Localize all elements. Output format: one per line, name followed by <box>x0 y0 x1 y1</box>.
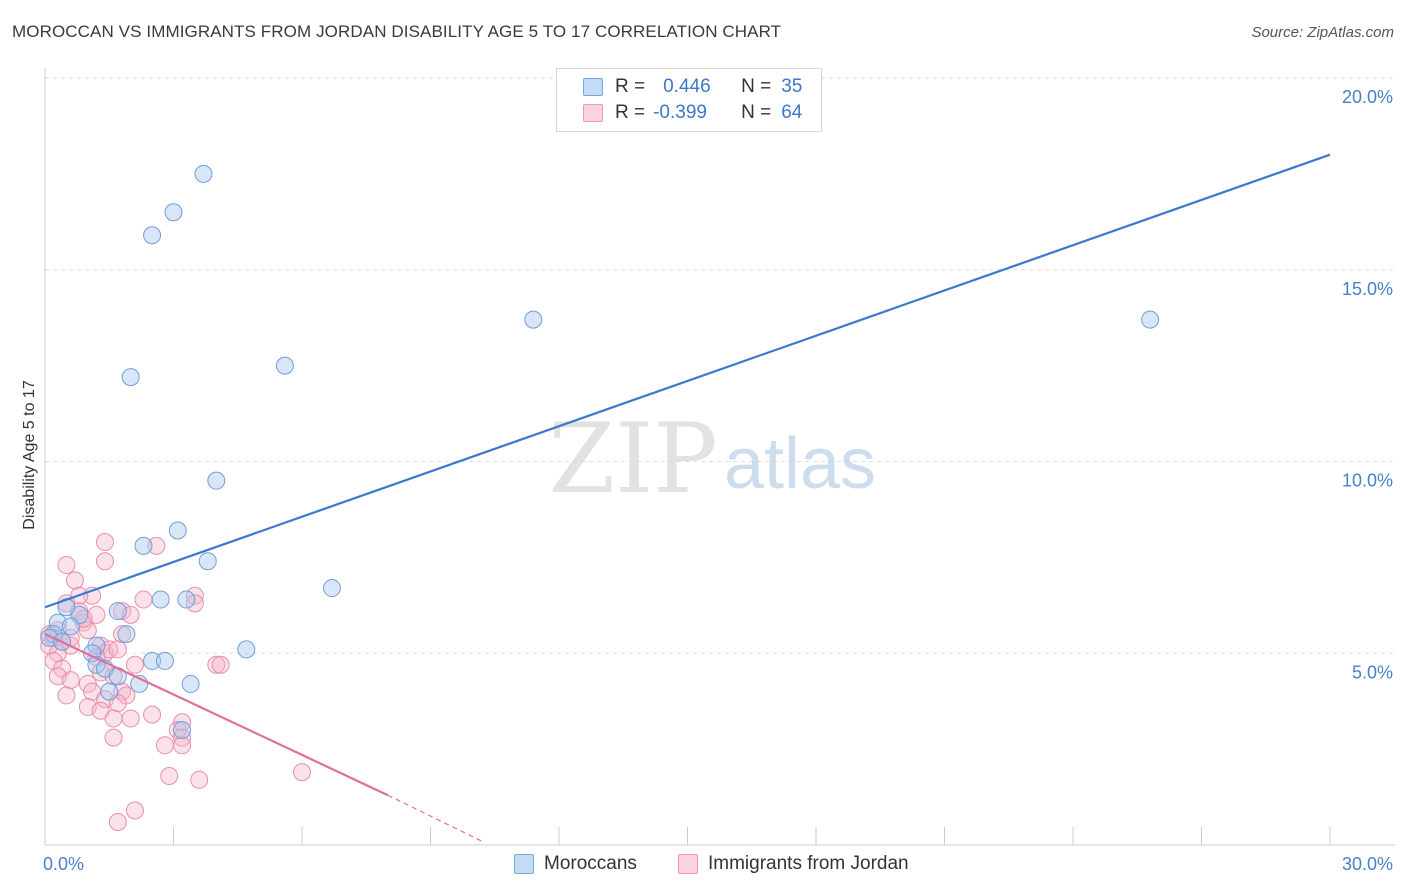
moroccan-point <box>134 536 153 555</box>
y-tick-label: 15.0% <box>1342 279 1393 299</box>
source-label: Source: ZipAtlas.com <box>1251 24 1394 41</box>
x-tick-labels: 0.0% 30.0% <box>43 854 1393 874</box>
gridlines <box>45 77 1395 654</box>
jordan-point <box>293 763 311 782</box>
legend-swatch-blue <box>583 78 603 96</box>
moroccan-point <box>108 602 127 621</box>
x-tick-label: 30.0% <box>1342 854 1393 874</box>
legend-row-jordan: R = -0.399 N = 64 <box>557 100 802 126</box>
jordan-point <box>108 812 127 831</box>
jordan-point <box>57 686 76 705</box>
legend-n-value: 64 <box>781 102 803 123</box>
legend-n-value: 35 <box>781 76 803 97</box>
jordan-point <box>125 801 144 820</box>
legend-n-label: N = <box>741 76 772 97</box>
moroccan-point <box>168 521 187 540</box>
moroccan-point <box>100 682 119 701</box>
jordan-point <box>78 621 97 640</box>
moroccan-point <box>177 590 196 609</box>
moroccan-point <box>164 203 183 222</box>
moroccan-point <box>322 579 341 598</box>
jordan-point <box>147 536 166 555</box>
bottom-legend-label-moroccans: Moroccans <box>544 853 637 874</box>
jordan-point <box>185 586 204 605</box>
watermark-atlas: atlas <box>724 424 876 504</box>
legend-swatch-pink <box>583 104 603 122</box>
stats-legend: R = 0.446 N = 35 R = -0.399 N = 64 <box>556 68 822 132</box>
moroccan-point <box>151 590 170 609</box>
jordan-trend-line <box>44 633 389 797</box>
jordan-point <box>104 728 123 747</box>
moroccan-points <box>40 164 1160 739</box>
moroccan-point <box>61 617 80 636</box>
y-axis-title: Disability Age 5 to 17 <box>21 380 38 530</box>
bottom-legend-moroccans: Moroccans <box>514 852 637 876</box>
moroccan-point <box>198 552 217 571</box>
jordan-point <box>61 671 80 690</box>
moroccan-point <box>173 720 192 739</box>
jordan-point <box>160 766 179 785</box>
bottom-legend-jordan: Immigrants from Jordan <box>678 852 909 876</box>
jordan-point <box>173 736 192 755</box>
legend-r-value: -0.399 <box>653 102 707 123</box>
x-tick-label: 0.0% <box>43 854 84 874</box>
trend-lines <box>44 153 1331 842</box>
y-tick-label: 20.0% <box>1342 87 1393 107</box>
legend-r-label: R = <box>615 102 646 123</box>
jordan-point <box>65 571 84 590</box>
jordan-point <box>113 602 132 621</box>
jordan-point <box>155 736 174 755</box>
moroccan-point <box>1141 310 1160 329</box>
jordan-point <box>190 770 209 789</box>
bottom-legend-swatch-blue <box>514 854 534 874</box>
legend-r-value: 0.446 <box>663 76 711 97</box>
jordan-point <box>104 709 123 728</box>
moroccan-point <box>155 651 174 670</box>
jordan-point <box>143 705 162 724</box>
moroccan-trend-line <box>44 153 1331 609</box>
jordan-point <box>173 728 192 747</box>
jordan-trend-line-extension <box>387 794 483 842</box>
legend-r-label: R = <box>615 76 646 97</box>
moroccan-point <box>121 368 140 387</box>
legend-row-moroccans: R = 0.446 N = 35 <box>557 74 802 100</box>
moroccan-point <box>194 164 213 183</box>
watermark-zip: ZIP <box>548 403 717 515</box>
moroccan-point <box>181 674 200 693</box>
y-tick-label: 10.0% <box>1342 471 1393 491</box>
jordan-point <box>134 590 153 609</box>
jordan-points <box>40 533 311 831</box>
jordan-point <box>211 655 230 674</box>
moroccan-point <box>237 640 256 659</box>
legend-n-label: N = <box>741 102 772 123</box>
jordan-point <box>121 709 140 728</box>
jordan-point <box>57 556 76 575</box>
moroccan-point <box>143 651 162 670</box>
bottom-legend-label-jordan: Immigrants from Jordan <box>708 853 909 874</box>
axes <box>44 68 1395 846</box>
moroccan-point <box>143 226 162 245</box>
jordan-point <box>95 552 114 571</box>
y-tick-label: 5.0% <box>1352 662 1393 682</box>
moroccan-point <box>117 625 136 644</box>
chart-title: MOROCCAN VS IMMIGRANTS FROM JORDAN DISAB… <box>12 22 782 41</box>
jordan-point <box>108 640 127 659</box>
jordan-point <box>95 533 114 552</box>
moroccan-point <box>275 356 294 375</box>
bottom-legend-swatch-pink <box>678 854 698 874</box>
jordan-point <box>207 655 226 674</box>
moroccan-point <box>524 310 543 329</box>
y-tick-labels: 5.0% 10.0% 15.0% 20.0% <box>1342 87 1393 682</box>
jordan-point <box>185 594 204 613</box>
jordan-point <box>125 655 144 674</box>
moroccan-point <box>207 471 226 490</box>
